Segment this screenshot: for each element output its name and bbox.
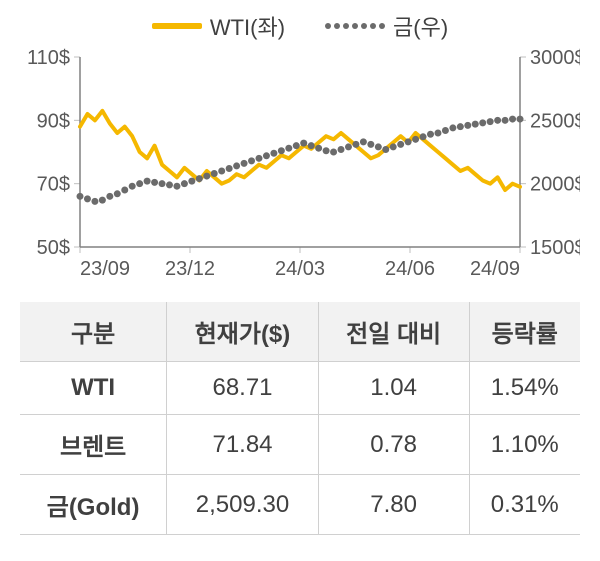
col-header-change: 전일 대비 — [318, 302, 469, 362]
svg-text:90$: 90$ — [37, 110, 70, 132]
table-row: 금(Gold) 2,509.30 7.80 0.31% — [20, 475, 580, 535]
legend-item-gold: 금(우) — [325, 10, 448, 42]
svg-text:50$: 50$ — [37, 237, 70, 259]
cell-change: 0.78 — [318, 415, 469, 475]
col-header-pct: 등락률 — [469, 302, 580, 362]
table-header-row: 구분 현재가($) 전일 대비 등락률 — [20, 302, 580, 362]
legend-item-wti: WTI(좌) — [152, 10, 285, 42]
svg-text:110$: 110$ — [27, 47, 70, 69]
svg-text:2000$: 2000$ — [530, 174, 580, 196]
price-chart: 50$ 70$ 90$ 110$ 1500$ 2000$ 2500$ 3000$ 23/09 23… — [20, 47, 580, 287]
table-row: 브렌트 71.84 0.78 1.10% — [20, 415, 580, 475]
svg-text:70$: 70$ — [37, 174, 70, 196]
legend-swatch-wti — [152, 23, 202, 29]
cell-pct: 1.54% — [469, 362, 580, 415]
svg-text:24/09: 24/09 — [470, 258, 520, 280]
chart-area: 50$ 70$ 90$ 110$ 1500$ 2000$ 2500$ 3000$ 23/09 23… — [20, 47, 580, 287]
cell-price: 71.84 — [167, 415, 319, 475]
cell-change: 7.80 — [318, 475, 469, 535]
legend-swatch-gold — [325, 23, 385, 29]
svg-text:23/09: 23/09 — [80, 258, 130, 280]
cell-name: 브렌트 — [20, 415, 167, 475]
svg-text:24/06: 24/06 — [385, 258, 435, 280]
svg-text:24/03: 24/03 — [275, 258, 325, 280]
legend-label-gold: 금(우) — [393, 10, 448, 42]
table-row: WTI 68.71 1.04 1.54% — [20, 362, 580, 415]
price-table: 구분 현재가($) 전일 대비 등락률 WTI 68.71 1.04 1.54%… — [20, 302, 580, 535]
col-header-price: 현재가($) — [167, 302, 319, 362]
svg-text:23/12: 23/12 — [165, 258, 215, 280]
cell-pct: 1.10% — [469, 415, 580, 475]
svg-text:2500$: 2500$ — [530, 110, 580, 132]
legend-label-wti: WTI(좌) — [210, 10, 285, 42]
cell-price: 2,509.30 — [167, 475, 319, 535]
svg-text:3000$: 3000$ — [530, 47, 580, 69]
col-header-category: 구분 — [20, 302, 167, 362]
cell-change: 1.04 — [318, 362, 469, 415]
svg-text:1500$: 1500$ — [530, 237, 580, 259]
cell-price: 68.71 — [167, 362, 319, 415]
chart-legend: WTI(좌) 금(우) — [20, 10, 580, 42]
cell-pct: 0.31% — [469, 475, 580, 535]
cell-name: WTI — [20, 362, 167, 415]
main-container: WTI(좌) 금(우) 50$ 70$ 90$ 110$ 1500$ 2000$ 2500$… — [0, 0, 600, 545]
cell-name: 금(Gold) — [20, 475, 167, 535]
